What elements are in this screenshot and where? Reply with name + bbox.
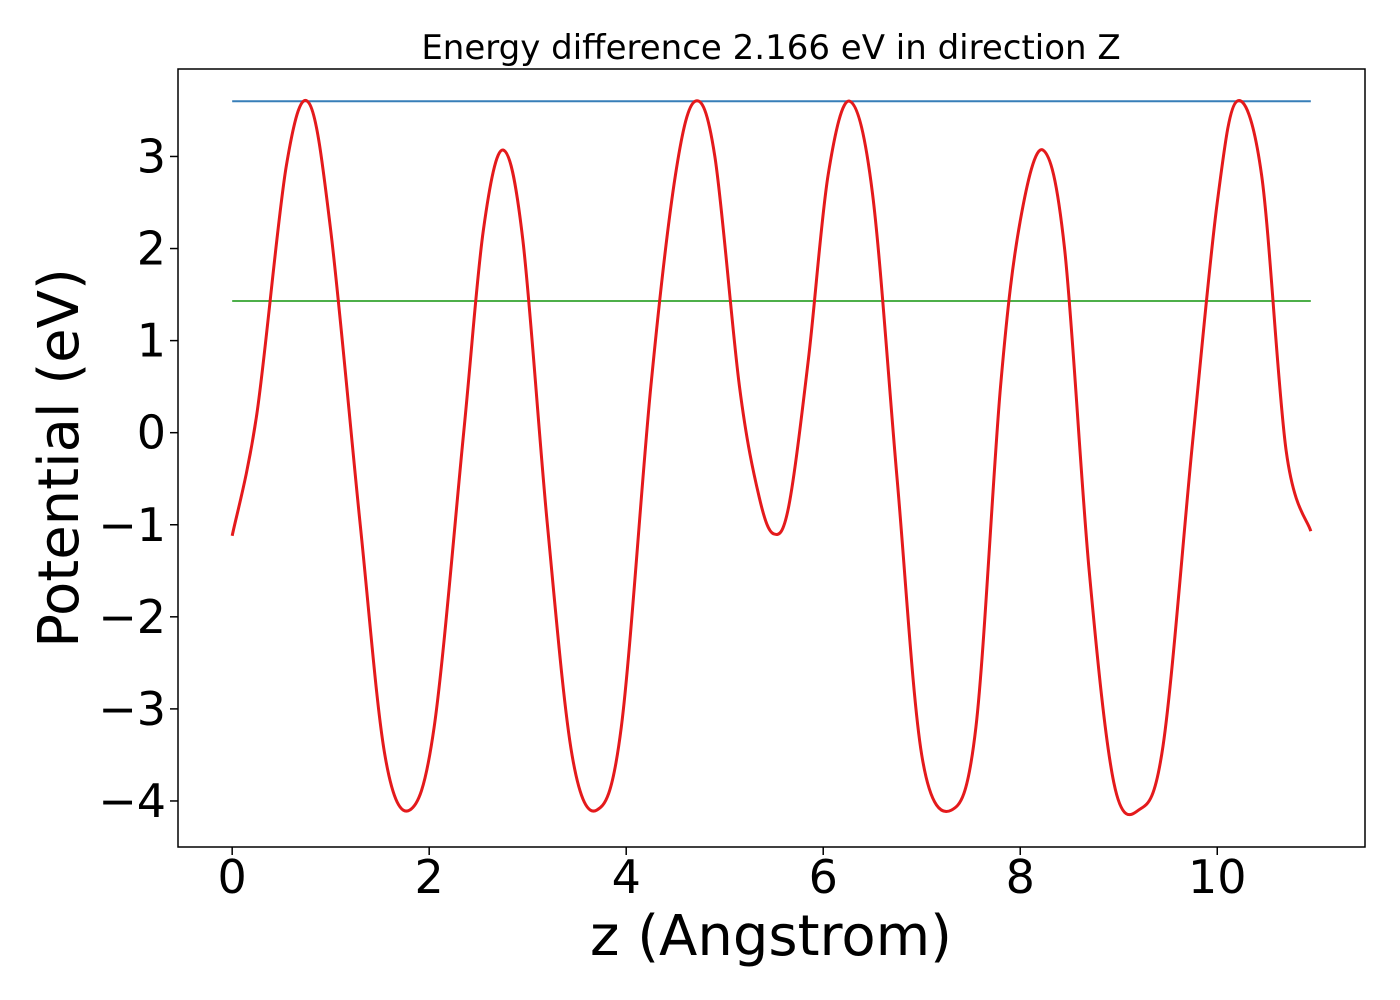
potential-line <box>230 98 1313 817</box>
y-axis-label: Potential (eV) <box>27 268 92 648</box>
y-tick-label: 2 <box>137 222 166 276</box>
x-tick-label: 6 <box>809 850 838 904</box>
axes-frame <box>177 68 1366 848</box>
chart-title: Energy difference 2.166 eV in direction … <box>421 28 1120 68</box>
y-tick-label: 0 <box>137 406 166 460</box>
y-tick-label: −3 <box>98 682 166 736</box>
x-tick-label: 4 <box>612 850 641 904</box>
y-axis-ticks: −4 −3 −2 −1 0 1 2 3 <box>98 129 178 828</box>
plot-marks <box>230 98 1313 817</box>
y-tick-label: 3 <box>137 129 166 183</box>
x-tick-label: 0 <box>218 850 247 904</box>
x-axis-ticks: 0 2 4 6 8 10 <box>218 847 1247 904</box>
y-tick-label: −4 <box>98 774 166 828</box>
y-tick-label: −1 <box>98 498 166 552</box>
y-tick-label: 1 <box>137 314 166 368</box>
x-tick-label: 8 <box>1006 850 1035 904</box>
x-tick-label: 2 <box>415 850 444 904</box>
y-tick-label: −2 <box>98 590 166 644</box>
x-tick-label: 10 <box>1188 850 1247 904</box>
x-axis-label: z (Angstrom) <box>590 904 952 969</box>
